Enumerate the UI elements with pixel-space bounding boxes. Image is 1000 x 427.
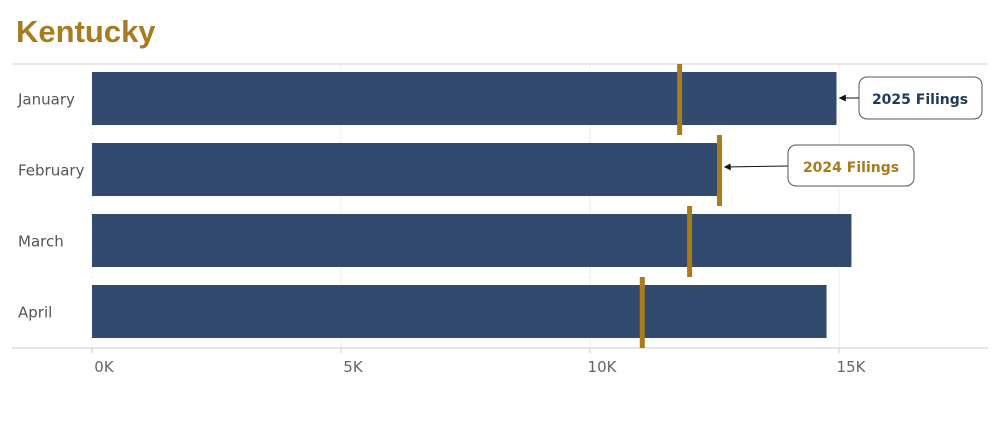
callouts: 2025 Filings 2024 Filings — [723, 76, 983, 187]
bar-2025 — [92, 214, 852, 267]
x-tick-label: 5K — [343, 358, 364, 376]
callout-2025-box — [858, 76, 983, 120]
x-tick-label: 0K — [94, 358, 115, 376]
callout-2024-label: 2024 Filings — [803, 160, 899, 176]
bar-2025 — [92, 72, 837, 125]
category-labels: January February March April — [17, 91, 85, 322]
x-axis: 0K 5K 10K 15K — [91, 348, 867, 376]
x-tick-label: 10K — [588, 358, 618, 376]
category-label: March — [18, 233, 64, 251]
callout-2025-label: 2025 Filings — [872, 92, 968, 108]
callout-2024-arrow — [723, 163, 789, 171]
markers-2024 — [639, 64, 722, 348]
marker-2024 — [687, 206, 693, 277]
marker-2024 — [639, 277, 645, 348]
bars-2025 — [92, 72, 852, 338]
category-label: February — [18, 162, 85, 180]
callout-2024-box — [787, 144, 915, 187]
bar-2025 — [92, 285, 827, 338]
marker-2024 — [716, 135, 722, 206]
bar-2025 — [92, 143, 717, 196]
category-label: January — [17, 91, 75, 109]
marker-2024 — [677, 64, 683, 135]
chart-title: Kentucky — [16, 14, 156, 49]
x-tick-label: 15K — [837, 358, 867, 376]
category-label: April — [18, 304, 52, 322]
